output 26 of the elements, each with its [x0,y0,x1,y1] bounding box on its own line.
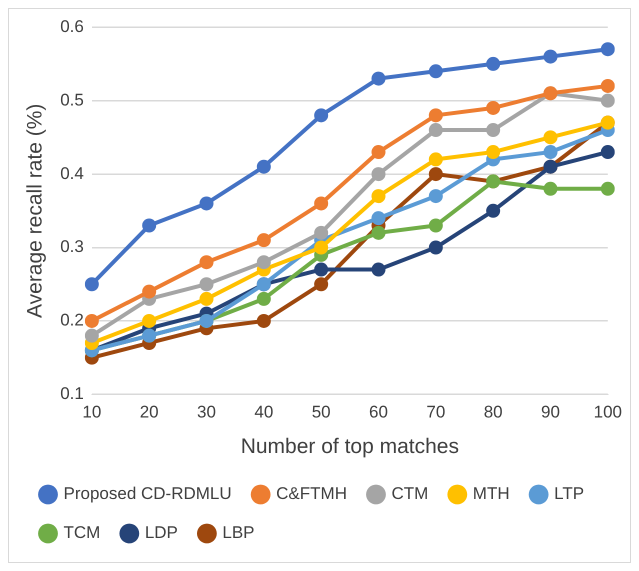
y-tick-label: 0.2 [60,310,84,330]
y-tick-label: 0.1 [60,384,84,404]
legend-label: LTP [554,484,584,504]
x-tick-label: 50 [312,402,331,422]
x-tick-label: 40 [254,402,274,422]
y-axis-title: Average recall rate (%) [23,104,46,318]
x-axis-title: Number of top matches [240,435,459,458]
x-tick-label: 60 [369,402,388,422]
legend-label: MTH [472,484,510,504]
legend-label: LBP [222,523,255,542]
y-tick-label: 0.5 [60,90,84,110]
x-tick-label: 10 [82,402,102,422]
legend-label: TCM [64,523,100,542]
legend-label: C&FTMH [276,484,347,504]
x-tick-label: 90 [541,402,560,422]
x-tick-label: 20 [140,402,159,422]
x-tick-label: 100 [594,402,622,422]
y-tick-label: 0.4 [60,164,84,183]
y-tick-label: 0.3 [60,237,84,256]
legend-label: CTM [391,484,428,504]
legend-label: Proposed CD-RDMLU [64,484,232,504]
y-tick-label: 0.6 [60,16,84,36]
x-tick-label: 30 [197,402,216,422]
legend-label: LDP [144,523,178,542]
x-tick-label: 70 [426,402,446,422]
x-tick-label: 80 [484,402,503,422]
